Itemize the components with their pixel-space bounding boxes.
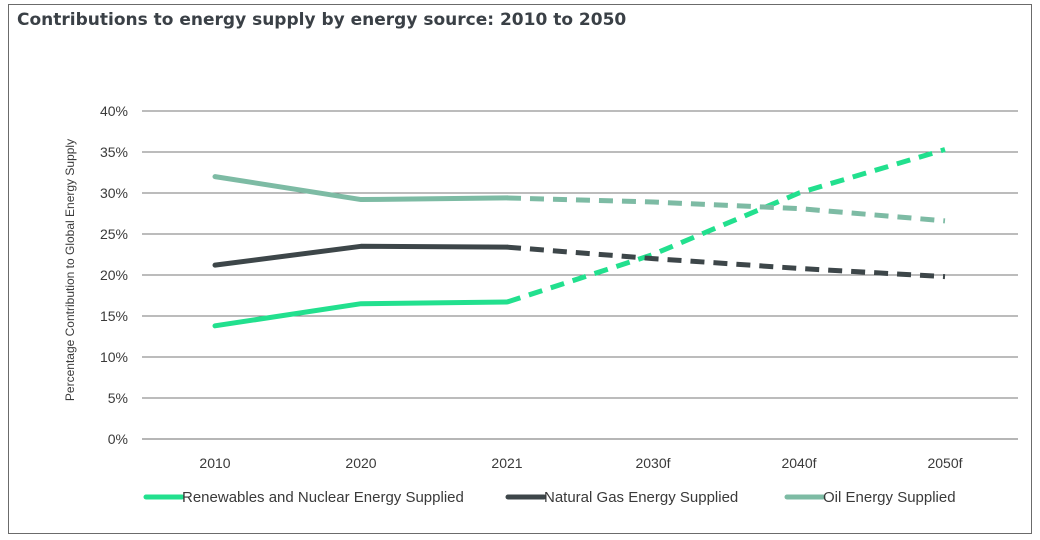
series-line-actual [212,299,510,329]
chart-frame [8,4,1032,534]
y-tick-label: 0% [108,431,128,447]
x-tick-label: 2040f [781,455,816,471]
grid-lines [142,110,1018,440]
series-line-forecast [506,195,946,224]
series-line-actual [212,243,510,268]
y-tick-label: 10% [100,349,128,365]
series-line-forecast [506,147,946,305]
x-tick-label: 2050f [927,455,962,471]
series-line-forecast [506,244,946,280]
y-tick-label: 5% [108,390,128,406]
legend: Renewables and Nuclear Energy Supplied Na… [143,489,956,506]
x-tick-label: 2021 [491,455,522,471]
legend-label: Renewables and Nuclear Energy Supplied [182,489,464,506]
x-axis: 2010 2020 2021 2030f 2040f 2050f [199,455,962,471]
x-tick-label: 2010 [199,455,230,471]
x-tick-label: 2020 [345,455,376,471]
y-axis-label: Percentage Contribution to Global Energy… [63,139,77,401]
y-tick-label: 25% [100,226,128,242]
chart-title: Contributions to energy supply by energy… [17,10,627,30]
legend-label: Oil Energy Supplied [823,489,956,506]
legend-label: Natural Gas Energy Supplied [544,489,738,506]
y-tick-label: 30% [100,185,128,201]
y-tick-label: 35% [100,144,128,160]
x-tick-label: 2030f [635,455,670,471]
y-axis: 0% 5% 10% 15% 20% 25% 30% 35% 40% [100,103,128,447]
y-tick-label: 20% [100,267,128,283]
y-tick-label: 40% [100,103,128,119]
y-tick-label: 15% [100,308,128,324]
series-line-actual [212,174,510,203]
series-lines [212,147,946,329]
